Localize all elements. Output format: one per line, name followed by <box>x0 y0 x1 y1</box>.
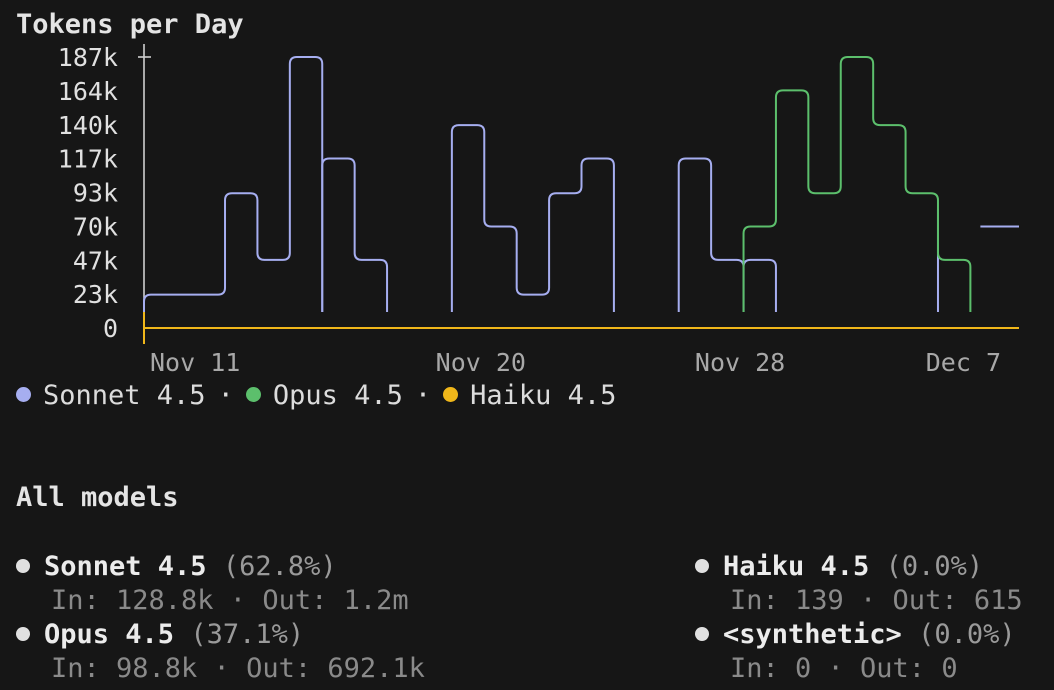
series-sonnet-4-5 <box>144 57 1019 312</box>
y-tick-label: 23k <box>73 280 118 309</box>
y-tick-label: 164k <box>58 77 118 106</box>
y-tick-label: 187k <box>58 43 118 72</box>
legend-item-haiku: Haiku 4.5 <box>443 380 616 411</box>
section-title-all-models: All models <box>16 482 179 513</box>
model-share: (62.8%) <box>223 551 337 582</box>
chart-legend: Sonnet 4.5 · Opus 4.5 · Haiku 4.5 <box>16 380 616 411</box>
bullet-icon <box>695 559 709 573</box>
series-line-sonnet-4-5 <box>744 260 776 312</box>
x-tick-label: Nov 11 <box>150 348 240 377</box>
tokens-per-day-chart: Tokens per Day 187k 164k 140k 117k 93k 70k 47k… <box>0 0 1054 390</box>
model-share: (0.0%) <box>918 619 1016 650</box>
legend-separator: · <box>415 380 431 411</box>
model-entry-synthetic: <synthetic> (0.0%) In: 0 · Out: 0 <box>695 618 1016 686</box>
x-tick-label: Dec 7 <box>926 348 1001 377</box>
series-line-sonnet-4-5 <box>679 158 744 312</box>
bullet-icon <box>16 559 30 573</box>
model-name: Haiku 4.5 <box>723 551 869 582</box>
bullet-icon <box>695 627 709 641</box>
y-tick-label: 93k <box>73 179 118 208</box>
x-tick-label: Nov 28 <box>695 348 785 377</box>
model-entry-sonnet: Sonnet 4.5 (62.8%) In: 128.8k · Out: 1.2… <box>16 550 409 618</box>
model-io: In: 139 · Out: 615 <box>695 584 1023 618</box>
model-share: (37.1%) <box>190 619 304 650</box>
legend-separator: · <box>218 380 234 411</box>
y-tick-label: 140k <box>58 111 118 140</box>
chart-title: Tokens per Day <box>16 9 244 40</box>
series-opus-4-5 <box>744 57 971 312</box>
legend-label-sonnet: Sonnet 4.5 <box>43 380 206 411</box>
bullet-icon <box>16 627 30 641</box>
y-tick-label: 117k <box>58 145 118 174</box>
y-tick-label: 70k <box>73 212 118 241</box>
model-name: Sonnet 4.5 <box>44 551 207 582</box>
y-tick-label: 0 <box>103 314 118 343</box>
model-share: (0.0%) <box>886 551 984 582</box>
series-line-sonnet-4-5 <box>452 125 614 312</box>
legend-dot-haiku <box>443 387 458 402</box>
legend-item-sonnet: Sonnet 4.5 <box>16 380 206 411</box>
model-io: In: 98.8k · Out: 692.1k <box>16 652 425 686</box>
legend-item-opus: Opus 4.5 <box>246 380 403 411</box>
model-entry-opus: Opus 4.5 (37.1%) In: 98.8k · Out: 692.1k <box>16 618 425 686</box>
model-io: In: 0 · Out: 0 <box>695 652 1016 686</box>
series-haiku-4-5 <box>144 312 1019 344</box>
legend-label-haiku: Haiku 4.5 <box>470 380 616 411</box>
model-entry-haiku: Haiku 4.5 (0.0%) In: 139 · Out: 615 <box>695 550 1023 618</box>
y-tick-label: 47k <box>73 246 118 275</box>
series-line-sonnet-4-5 <box>322 158 387 312</box>
legend-dot-opus <box>246 387 261 402</box>
x-tick-label: Nov 20 <box>436 348 526 377</box>
legend-label-opus: Opus 4.5 <box>273 380 403 411</box>
series-line-sonnet-4-5 <box>144 57 322 312</box>
model-name: Opus 4.5 <box>44 619 174 650</box>
model-io: In: 128.8k · Out: 1.2m <box>16 584 409 618</box>
model-name: <synthetic> <box>723 619 902 650</box>
series-line-opus-4-5 <box>744 57 971 312</box>
legend-dot-sonnet <box>16 387 31 402</box>
